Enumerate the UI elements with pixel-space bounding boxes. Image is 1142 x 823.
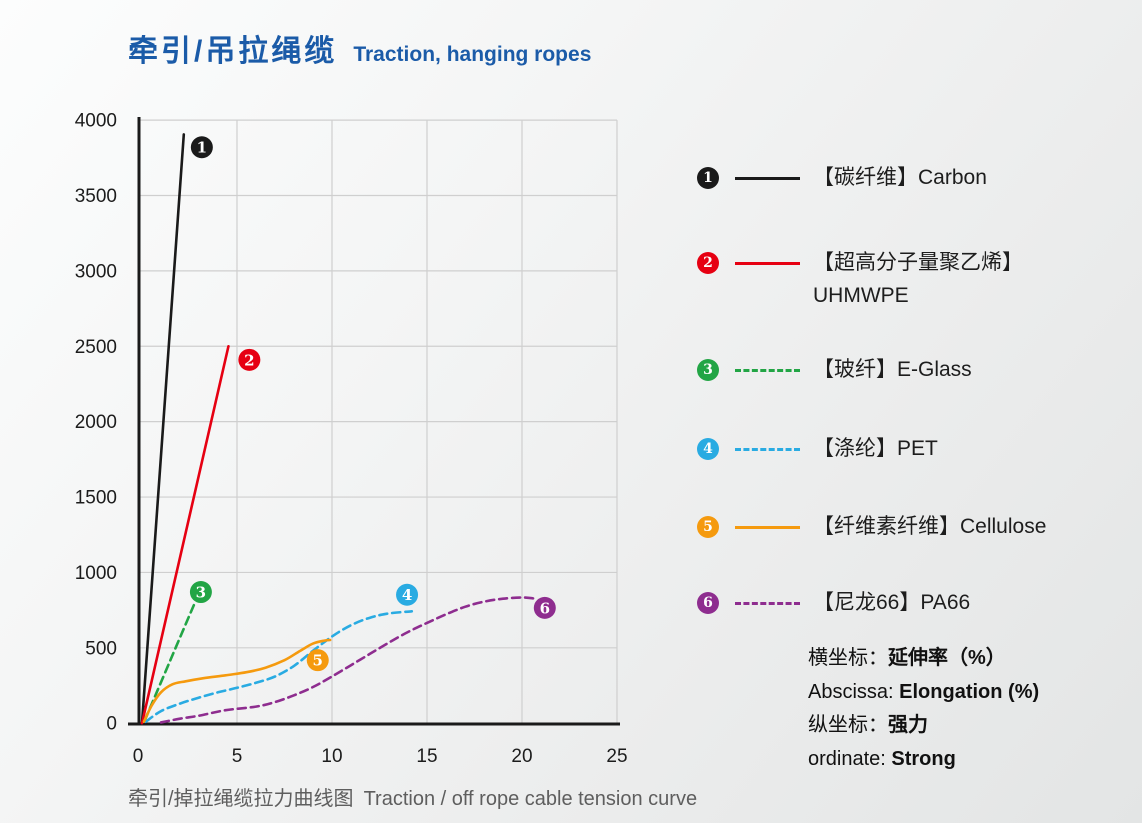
svg-text:4: 4 — [402, 586, 412, 604]
gridlines — [138, 119, 618, 724]
x-tick-label: 0 — [133, 746, 144, 767]
y-tick-label: 1500 — [75, 488, 117, 509]
legend-line-sample — [735, 262, 800, 265]
chart-caption-en: Traction / off rope cable tension curve — [363, 788, 698, 810]
curve-pet — [144, 610, 414, 723]
curve-cellulose — [142, 638, 332, 723]
svg-text:2: 2 — [244, 351, 254, 369]
curve-pa66 — [159, 596, 535, 724]
page-title: 牵引/吊拉绳缆 Traction, hanging ropes — [128, 26, 591, 70]
legend-label: 【涤纶】PET — [813, 437, 938, 460]
note-abscissa-zh: 横坐标：延伸率（%） — [808, 647, 1006, 669]
legend-label: 【尼龙66】PA66 — [813, 591, 971, 614]
legend-label: 【碳纤维】Carbon — [813, 166, 987, 189]
curve-marker-1: 1 — [190, 136, 213, 159]
x-tick-label: 5 — [232, 746, 243, 767]
legend-line-sample — [735, 369, 800, 372]
y-tick-label: 0 — [106, 714, 117, 735]
note-ordinate-en: ordinate: Strong — [808, 747, 956, 770]
x-tick-label: 25 — [606, 746, 627, 767]
y-tick-label: 3000 — [75, 261, 117, 282]
curve-uhmwpe — [140, 344, 230, 725]
legend-label: 【超高分子量聚乙烯】 — [813, 251, 1023, 274]
chart-caption: 牵引/掉拉绳缆拉力曲线图 Traction / off rope cable te… — [128, 782, 697, 811]
legend-line-sample — [735, 448, 800, 451]
y-tick-label: 1000 — [75, 563, 117, 584]
y-tick-label: 4000 — [75, 111, 117, 132]
legend-number-badge: 2 — [697, 252, 719, 274]
curve-marker-5: 5 — [306, 649, 329, 672]
x-axis-labels: 0 5 10 15 20 25 — [133, 746, 628, 767]
y-tick-label: 2500 — [75, 337, 117, 358]
curve-marker-3: 3 — [189, 581, 212, 604]
legend-label: 【玻纤】E-Glass — [813, 358, 972, 381]
x-tick-label: 10 — [321, 746, 342, 767]
svg-text:3: 3 — [196, 584, 206, 602]
svg-text:6: 6 — [540, 599, 550, 617]
page-title-en: Traction, hanging ropes — [353, 43, 592, 66]
legend-number-badge: 5 — [697, 516, 719, 538]
y-axis-labels: 0 500 1000 1500 2000 2500 3000 3500 4000 — [75, 111, 117, 735]
y-tick-label: 500 — [85, 638, 117, 659]
note-abscissa-en: Abscissa: Elongation (%) — [808, 680, 1040, 703]
curve-carbon — [140, 133, 186, 725]
chart-legend: 1 【碳纤维】Carbon 2 【超高分子量聚乙烯】 UHMWPE 3 【玻纤】E-Glas… — [697, 0, 1142, 640]
note-ordinate-zh: 纵坐标：强力 — [808, 714, 928, 736]
legend-line-sample — [735, 602, 800, 605]
axis-notes: 横坐标：延伸率（%） Abscissa: Elongation (%) 纵坐标：… — [808, 642, 1039, 776]
legend-label: 【纤维素纤维】Cellulose — [813, 515, 1047, 538]
svg-text:1: 1 — [197, 139, 207, 157]
chart-caption-zh: 牵引/掉拉绳缆拉力曲线图 — [128, 788, 354, 810]
y-tick-label: 3500 — [75, 186, 117, 207]
legend-line-sample — [735, 526, 800, 529]
curve-marker-2: 2 — [238, 348, 261, 371]
legend-label-line2: UHMWPE — [813, 284, 909, 307]
legend-number-badge: 6 — [697, 592, 719, 614]
x-tick-label: 15 — [416, 746, 437, 767]
svg-text:5: 5 — [313, 652, 323, 670]
x-tick-label: 20 — [511, 746, 532, 767]
curve-marker-6: 6 — [533, 596, 556, 619]
legend-number-badge: 3 — [697, 359, 719, 381]
page-title-zh: 牵引/吊拉绳缆 — [128, 35, 338, 68]
legend-number-badge: 1 — [697, 167, 719, 189]
legend-number-badge: 4 — [697, 438, 719, 460]
legend-line-sample — [735, 177, 800, 180]
curve-marker-4: 4 — [396, 583, 419, 606]
y-tick-label: 2000 — [75, 412, 117, 433]
